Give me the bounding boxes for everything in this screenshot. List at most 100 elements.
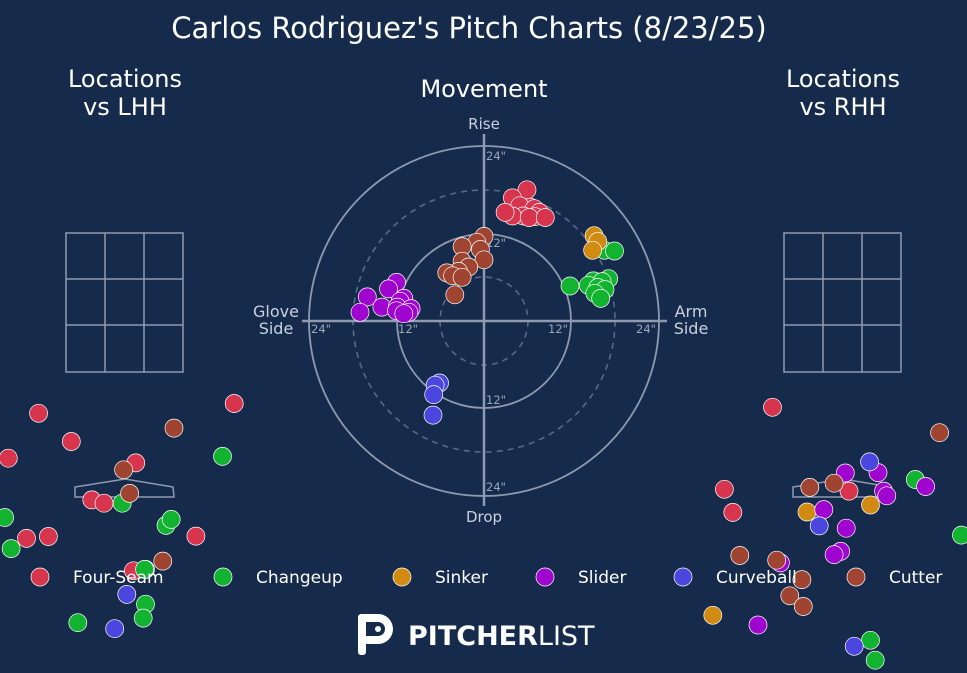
strike-zone-lhh [65,232,184,373]
pitch-point [763,397,782,417]
movement-point [350,302,370,322]
legend-marker-four_seam [30,567,50,587]
legend-marker-cutter [846,567,866,587]
legend-label-curveball: Curveball [716,568,797,588]
ring-label-bottom-24: 24" [486,480,506,494]
movement-point [474,250,494,270]
pitch-point [780,586,800,606]
pitch-point [120,484,139,503]
axis-label-rise: Rise [468,115,500,133]
pitch-point [877,486,897,506]
pitch-point [860,452,879,472]
pitch-point [61,432,81,451]
panel-title-lhh-line2: vs LHH [83,93,167,121]
pitch-point [844,636,864,656]
ring-label-left-12: 12" [398,322,418,336]
pitch-point [809,516,829,536]
pitch-point [703,605,723,625]
movement-point [424,385,444,404]
pitch-point [213,447,232,466]
points-lhh [0,394,244,639]
pitch-point [824,545,844,564]
pitch-point [952,525,967,545]
ring-label-top-24: 24" [486,149,506,163]
brand-light: LIST [538,621,595,652]
pitch-point [836,518,856,538]
pitcherlist-p-icon [358,614,393,655]
movement-point [535,208,555,227]
movement-point [379,279,398,299]
axis-label-glove-line1: Glove [253,302,299,321]
pitch-point [68,613,88,633]
pitch-point [1,539,21,558]
legend-marker-sinker [392,567,412,587]
movement-point [583,240,602,260]
legend-label-sinker: Sinker [435,568,488,588]
movement-point [519,208,539,227]
figure-title: Carlos Rodriguez's Pitch Charts (8/23/25… [171,11,766,45]
pitch-point [224,394,244,413]
pitch-point [94,493,114,513]
pitch-point [0,508,14,527]
axis-label-glove-line2: Side [259,319,294,338]
legend-marker-changeup [213,567,233,587]
pitch-point [29,403,48,423]
movement-point [605,241,624,261]
pitch-point [797,502,817,522]
legend-label-four_seam: Four-Seam [73,568,164,588]
pitch-point [186,526,206,546]
movement-point [452,267,472,287]
pitch-point [39,527,58,546]
movement-point [445,285,465,305]
legend-label-slider: Slider [578,568,626,588]
pitch-point [715,479,734,499]
ring-label-right-24: 24" [636,322,656,336]
pitch-point [730,546,750,565]
ring-label-right-12: 12" [548,322,568,336]
pitch-point [748,615,768,635]
axis-label-arm-line2: Side [674,319,709,338]
axis-label-arm-line1: Arm [675,302,708,321]
legend-label-cutter: Cutter [889,568,942,588]
home-plate-lhh [74,478,175,498]
movement-point [591,289,611,308]
legend: Four-Seam Changeup Sinker Slider Curveball Cu… [30,567,942,588]
panel-locations-lhh: Locations vs LHH [0,65,244,639]
pitcherlist-wordmark: PITCHERLIST [408,621,595,652]
strike-zone-rhh [783,232,902,373]
movement-point [495,203,515,222]
pitch-point [861,495,880,515]
panel-title-movement: Movement [420,75,547,103]
pitch-point [839,481,859,501]
pitch-point [164,418,184,438]
pitch-point [793,597,813,616]
pitch-point [865,650,885,670]
panel-locations-rhh: Locations vs RHH [703,65,967,670]
pitch-point [930,423,949,443]
pitch-point [800,478,820,497]
pitch-point [767,550,787,570]
pitcherlist-logo: PITCHERLIST [358,614,595,655]
legend-marker-curveball [673,567,693,587]
pitch-point [161,510,181,529]
points-rhh [703,397,967,670]
pitch-point [17,529,36,548]
movement-point [394,304,414,324]
pitch-point [117,585,137,604]
ring-label-bottom-12: 12" [486,393,506,407]
pitch-point [133,608,153,628]
panel-title-rhh-line2: vs RHH [799,93,886,121]
axis-label-drop: Drop [466,508,502,526]
panel-title-rhh-line1: Locations [786,65,900,93]
pitch-point [0,448,18,468]
legend-label-changeup: Changeup [256,568,343,588]
movement-point [560,276,580,296]
pitch-point [792,570,812,589]
pitch-point [916,477,935,496]
pitch-point [105,619,125,639]
pitch-point [824,473,844,493]
pitch-point [114,460,133,480]
panel-movement: Movement 24" 12" 12" 24" 24" 12" 12" 24"… [253,75,708,526]
movement-point [423,405,443,425]
